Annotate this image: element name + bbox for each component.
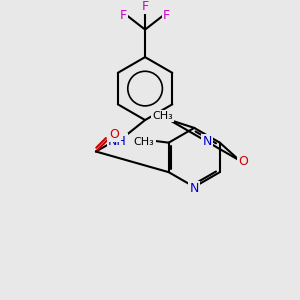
Text: CH₃: CH₃ [152, 111, 173, 121]
Text: F: F [142, 0, 148, 13]
Text: N: N [202, 135, 212, 148]
Text: CH₃: CH₃ [134, 137, 154, 147]
Text: O: O [110, 128, 119, 141]
Text: O: O [238, 155, 248, 168]
Text: NH: NH [108, 135, 127, 148]
Text: N: N [190, 182, 199, 195]
Text: F: F [120, 9, 127, 22]
Text: F: F [163, 9, 170, 22]
